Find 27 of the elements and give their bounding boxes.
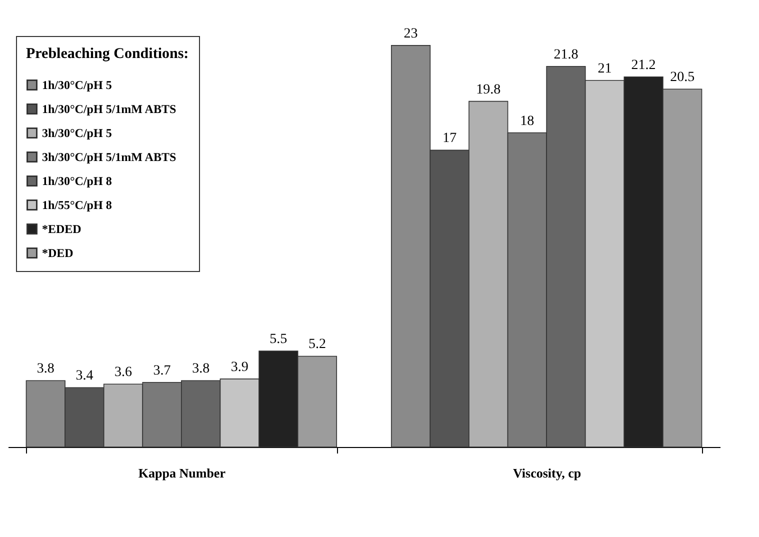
legend-label: *EDED: [42, 222, 82, 236]
legend-label: 1h/30°C/pH 5: [42, 78, 112, 92]
x-tick-label: Viscosity, cp: [512, 466, 582, 480]
data-label: 5.5: [270, 332, 288, 347]
legend-label: 1h/55°C/pH 8: [42, 198, 112, 212]
data-label: 3.8: [36, 362, 54, 377]
legend-label: 1h/30°C/pH 5/1mM ABTS: [42, 102, 176, 116]
x-tick-label: Kappa Number: [138, 466, 226, 480]
data-label: 19.8: [476, 82, 501, 98]
data-label: 3.6: [114, 365, 132, 380]
legend-label: 3h/30°C/pH 5: [42, 126, 112, 140]
data-label: 23: [404, 26, 418, 42]
data-label: 20.5: [670, 70, 695, 86]
legend-label: 1h/30°C/pH 8: [42, 174, 112, 188]
data-label: 5.2: [308, 337, 326, 352]
data-label: 3.4: [76, 368, 94, 384]
data-label: 18: [520, 114, 534, 129]
data-label: 21.2: [631, 58, 656, 73]
data-label: 21.8: [554, 47, 578, 62]
legend-label: *DED: [42, 246, 74, 260]
data-label: 17: [442, 131, 457, 146]
data-label: 21: [598, 61, 612, 76]
data-label: 3.8: [192, 362, 210, 377]
legend-title: Prebleaching Conditions:: [26, 46, 189, 62]
data-label: 3.9: [230, 360, 248, 375]
data-label: 3.7: [153, 363, 171, 378]
legend-label: 3h/30°C/pH 5/1mM ABTS: [42, 150, 176, 164]
